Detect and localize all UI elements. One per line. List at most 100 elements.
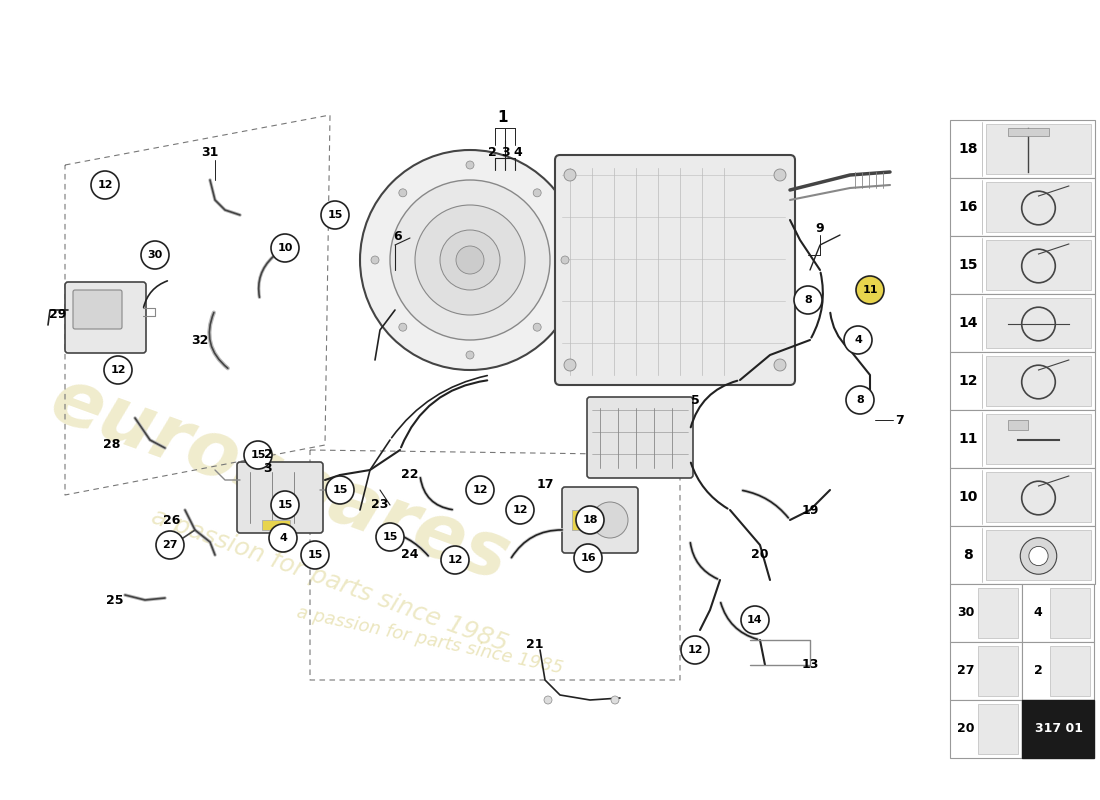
FancyBboxPatch shape <box>556 155 795 385</box>
Bar <box>986 414 1091 464</box>
Circle shape <box>564 169 576 181</box>
Text: 20: 20 <box>957 722 975 735</box>
FancyBboxPatch shape <box>65 282 146 353</box>
Text: 11: 11 <box>862 285 878 295</box>
Circle shape <box>610 696 619 704</box>
Bar <box>950 642 1022 700</box>
Circle shape <box>466 476 494 504</box>
Circle shape <box>371 256 380 264</box>
Bar <box>950 468 1094 526</box>
Text: 8: 8 <box>804 295 812 305</box>
Text: 8: 8 <box>964 548 972 562</box>
Bar <box>978 588 1018 638</box>
Text: 26: 26 <box>163 514 180 526</box>
FancyBboxPatch shape <box>236 462 323 533</box>
Text: 29: 29 <box>50 309 67 322</box>
Text: 7: 7 <box>895 414 904 426</box>
Text: 4: 4 <box>279 533 287 543</box>
Bar <box>950 700 1022 758</box>
Circle shape <box>456 246 484 274</box>
Circle shape <box>592 502 628 538</box>
Circle shape <box>466 161 474 169</box>
Text: 22: 22 <box>402 469 419 482</box>
Text: 2: 2 <box>487 146 496 158</box>
Bar <box>1050 588 1090 638</box>
Text: 28: 28 <box>103 438 121 451</box>
Circle shape <box>774 169 786 181</box>
Text: 10: 10 <box>277 243 293 253</box>
Text: 23: 23 <box>372 498 388 511</box>
Bar <box>950 526 1094 584</box>
Circle shape <box>794 286 822 314</box>
Circle shape <box>244 441 272 469</box>
Circle shape <box>441 546 469 574</box>
Text: 8: 8 <box>856 395 864 405</box>
Circle shape <box>156 531 184 559</box>
Bar <box>986 240 1091 290</box>
Bar <box>262 520 290 530</box>
Circle shape <box>326 476 354 504</box>
Bar <box>986 124 1091 174</box>
Bar <box>978 704 1018 754</box>
FancyBboxPatch shape <box>587 397 693 478</box>
Circle shape <box>104 356 132 384</box>
Text: 27: 27 <box>163 540 178 550</box>
Text: 11: 11 <box>958 432 978 446</box>
Text: 2: 2 <box>1034 665 1043 678</box>
Text: 15: 15 <box>307 550 322 560</box>
Circle shape <box>564 359 576 371</box>
Text: 31: 31 <box>201 146 219 159</box>
Text: 1: 1 <box>497 110 508 126</box>
Bar <box>950 410 1094 468</box>
Text: 15: 15 <box>328 210 343 220</box>
Text: 21: 21 <box>526 638 543 651</box>
Text: 4: 4 <box>514 146 522 158</box>
Text: 30: 30 <box>957 606 975 619</box>
FancyBboxPatch shape <box>73 290 122 329</box>
Circle shape <box>271 491 299 519</box>
Text: 15: 15 <box>277 500 293 510</box>
Circle shape <box>271 234 299 262</box>
Text: 18: 18 <box>958 142 978 156</box>
Bar <box>950 352 1094 410</box>
Text: 13: 13 <box>801 658 818 671</box>
Circle shape <box>856 276 884 304</box>
Text: 12: 12 <box>688 645 703 655</box>
Text: 317 01: 317 01 <box>1035 722 1082 735</box>
Text: 3: 3 <box>264 462 273 474</box>
Bar <box>986 530 1091 580</box>
Circle shape <box>534 323 541 331</box>
Circle shape <box>846 386 874 414</box>
Text: 18: 18 <box>582 515 597 525</box>
Circle shape <box>544 696 552 704</box>
Text: 16: 16 <box>580 553 596 563</box>
Circle shape <box>576 506 604 534</box>
Text: 12: 12 <box>97 180 112 190</box>
Text: 5: 5 <box>691 394 700 406</box>
Bar <box>986 356 1091 406</box>
Circle shape <box>774 359 786 371</box>
Circle shape <box>561 256 569 264</box>
Text: a passion for parts since 1985: a passion for parts since 1985 <box>148 504 512 656</box>
Circle shape <box>466 351 474 359</box>
Circle shape <box>506 496 534 524</box>
Text: eurospares: eurospares <box>41 362 519 598</box>
Bar <box>950 120 1094 178</box>
FancyBboxPatch shape <box>562 487 638 553</box>
Text: 24: 24 <box>402 549 419 562</box>
Text: 15: 15 <box>958 258 978 272</box>
Text: 16: 16 <box>958 200 978 214</box>
Circle shape <box>681 636 710 664</box>
Bar <box>986 182 1091 232</box>
Circle shape <box>301 541 329 569</box>
Text: 9: 9 <box>816 222 824 234</box>
Circle shape <box>376 523 404 551</box>
Text: 12: 12 <box>472 485 487 495</box>
Text: 20: 20 <box>751 549 769 562</box>
Text: 15: 15 <box>383 532 398 542</box>
Text: 27: 27 <box>957 665 975 678</box>
Circle shape <box>1028 546 1048 566</box>
Circle shape <box>534 189 541 197</box>
Circle shape <box>741 606 769 634</box>
Bar <box>1022 584 1094 642</box>
